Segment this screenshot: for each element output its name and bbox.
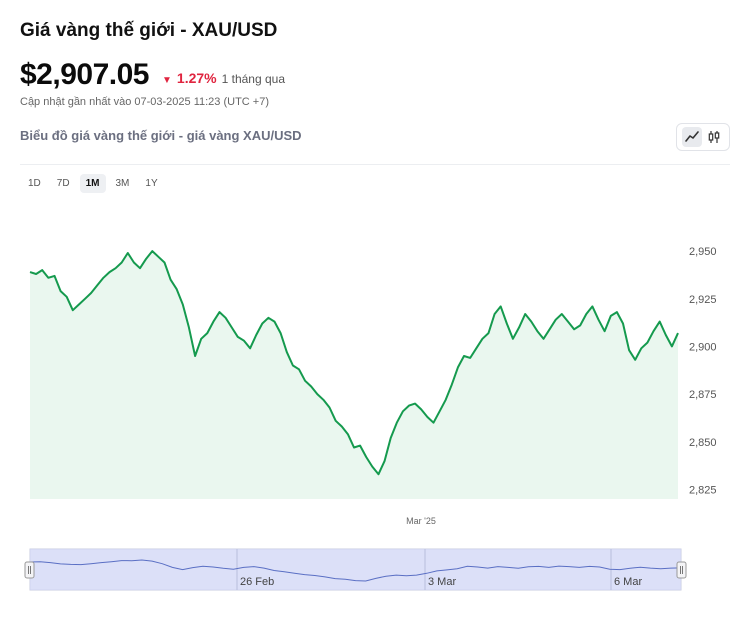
range-1d[interactable]: 1D bbox=[28, 178, 41, 189]
candlestick-icon bbox=[708, 131, 720, 143]
navigator-window[interactable] bbox=[30, 549, 681, 590]
range-selector: 1D 7D 1M 3M 1Y bbox=[22, 174, 164, 193]
navigator-line bbox=[29, 559, 682, 582]
candlestick-button[interactable] bbox=[704, 127, 724, 147]
navigator-handle-left[interactable] bbox=[24, 561, 35, 579]
price-change: ▼ 1.27% 1 tháng qua bbox=[162, 70, 285, 86]
y-tick-label: 2,825 bbox=[689, 484, 717, 496]
change-period: 1 tháng qua bbox=[221, 72, 286, 86]
price-line bbox=[29, 250, 679, 476]
navigator-label: 6 Mar bbox=[614, 576, 642, 588]
section-divider bbox=[20, 164, 730, 165]
navigator-label: 26 Feb bbox=[240, 576, 274, 588]
change-percent: 1.27% bbox=[176, 70, 217, 86]
navigator-handle-right[interactable] bbox=[676, 561, 687, 579]
navigator-label: 3 Mar bbox=[428, 576, 456, 588]
y-tick-label: 2,850 bbox=[689, 437, 717, 449]
y-tick-label: 2,875 bbox=[689, 389, 717, 401]
y-tick-label: 2,925 bbox=[689, 294, 717, 306]
last-updated: Cập nhật gần nhất vào 07-03-2025 11:23 (… bbox=[20, 96, 269, 108]
y-tick-label: 2,900 bbox=[689, 341, 717, 353]
y-axis: 2,825 2,850 2,875 2,900 2,925 2,950 bbox=[689, 246, 717, 496]
range-7d[interactable]: 7D bbox=[56, 178, 70, 189]
price-area-fill bbox=[30, 251, 678, 499]
line-chart-button[interactable] bbox=[682, 127, 702, 147]
chart-type-toggle bbox=[676, 123, 730, 151]
range-3m[interactable]: 3M bbox=[115, 178, 130, 189]
down-arrow-icon: ▼ bbox=[162, 75, 172, 86]
chart-title: Biểu đồ giá vàng thế giới - giá vàng XAU… bbox=[20, 128, 302, 143]
range-1m[interactable]: 1M bbox=[79, 174, 106, 193]
current-price: $2,907.05 bbox=[20, 58, 149, 91]
range-1y[interactable]: 1Y bbox=[145, 178, 158, 189]
y-tick-label: 2,950 bbox=[689, 246, 717, 258]
x-tick-label: Mar '25 bbox=[406, 516, 436, 526]
page-title: Giá vàng thế giới - XAU/USD bbox=[20, 20, 278, 41]
navigator[interactable]: 26 Feb 3 Mar 6 Mar bbox=[24, 548, 687, 591]
line-chart-icon bbox=[685, 131, 699, 142]
